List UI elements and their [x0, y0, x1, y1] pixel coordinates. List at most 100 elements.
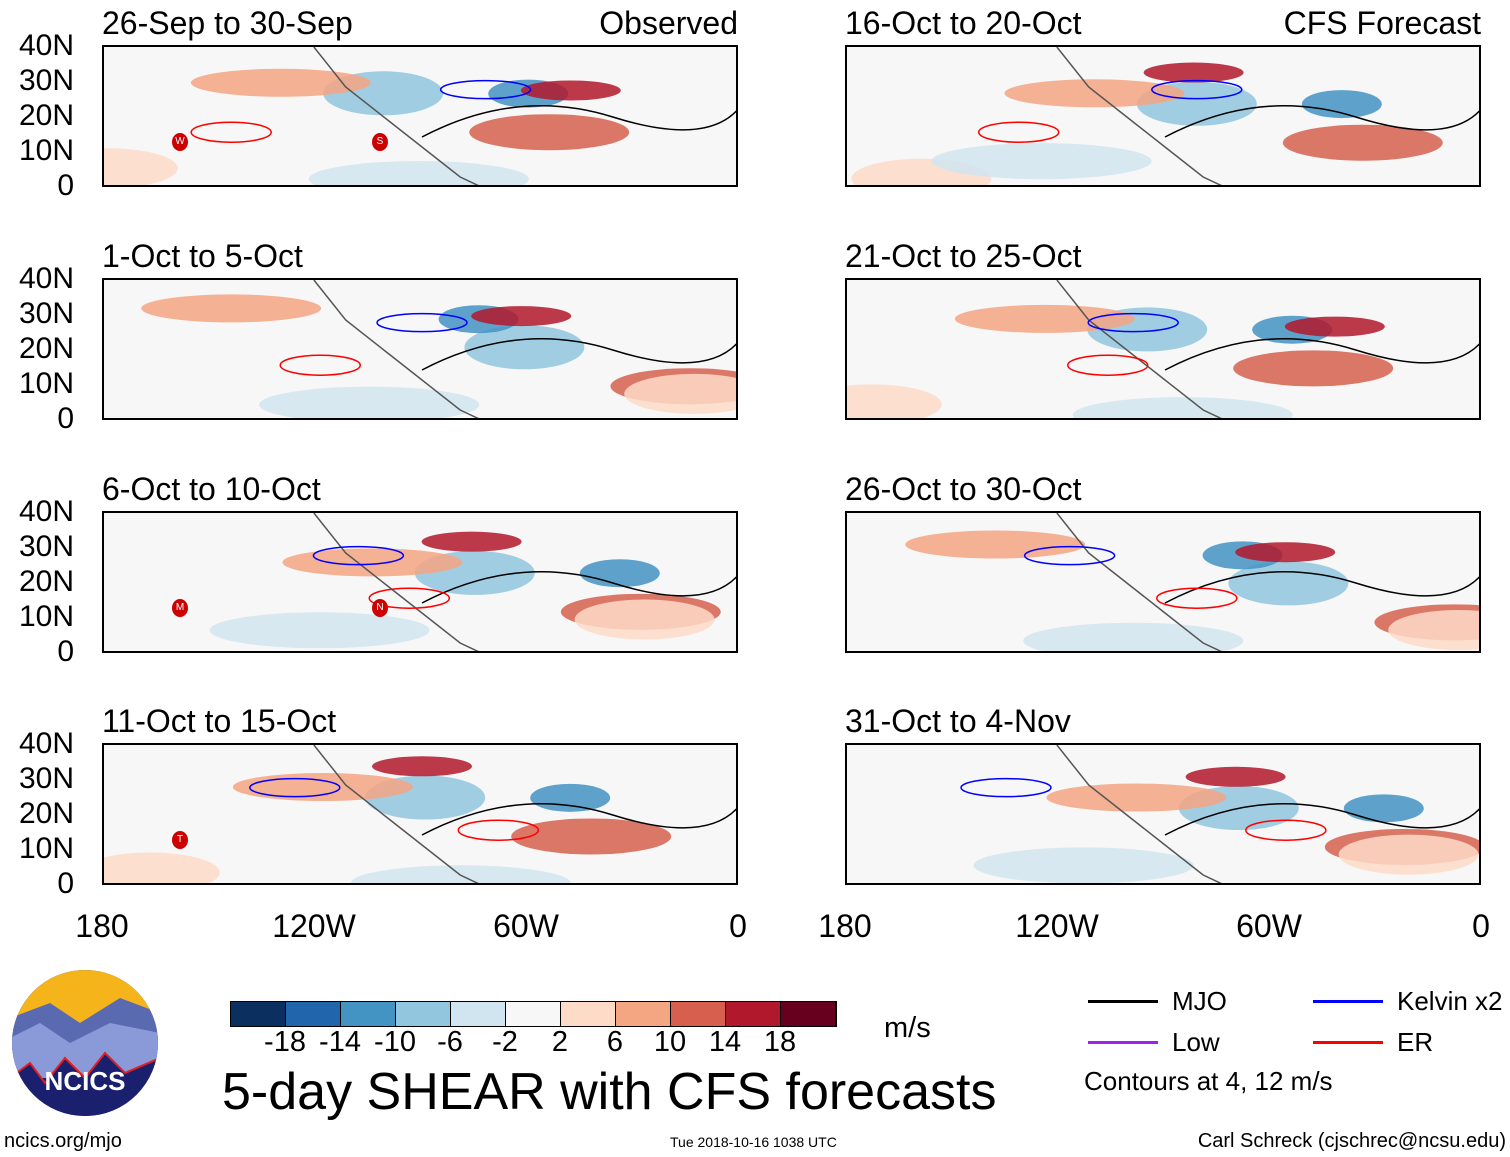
contour-mjo	[1164, 803, 1479, 836]
shear-shading	[282, 548, 463, 577]
lon-label: 180	[75, 908, 129, 944]
contour-er	[977, 121, 1060, 143]
shear-shading	[624, 373, 736, 414]
lat-label: 40N	[18, 262, 74, 295]
colorbar-swatch	[561, 1002, 616, 1026]
footer-timestamp: Tue 2018-10-16 1038 UTC	[670, 1134, 837, 1150]
map-panel	[845, 511, 1481, 653]
legend-label: ER	[1397, 1027, 1434, 1057]
lat-label: 40N	[18, 495, 74, 528]
shear-shading	[1235, 542, 1336, 563]
contour-er	[457, 819, 540, 841]
storm-marker: S	[372, 133, 388, 151]
lat-label: 30N	[18, 530, 74, 563]
lon-label: 120W	[272, 908, 356, 944]
shear-shading	[954, 304, 1135, 333]
shear-shading	[104, 852, 220, 883]
panel-title: 16-Oct to 20-Oct	[845, 5, 1082, 41]
lon-label: 60W	[493, 908, 559, 944]
shear-shading	[141, 294, 322, 323]
contour-er	[1156, 587, 1238, 609]
contour-kelvin	[960, 777, 1052, 798]
shear-shading	[847, 384, 942, 418]
shear-shading	[511, 818, 672, 855]
shear-shading	[308, 161, 529, 185]
colorbar-label: -6	[437, 1026, 463, 1058]
panel-title: 21-Oct to 25-Oct	[845, 238, 1082, 274]
shear-shading	[1343, 794, 1424, 823]
shear-shading	[1072, 397, 1293, 418]
colorbar-swatch	[781, 1002, 836, 1026]
shear-shading	[1046, 783, 1227, 812]
legend-line-icon	[1088, 1000, 1158, 1003]
colorbar-swatch	[726, 1002, 781, 1026]
lat-label: 10N	[18, 134, 74, 167]
colorbar	[230, 1001, 837, 1027]
map-panel	[845, 45, 1481, 187]
contour-er	[190, 121, 272, 143]
colorbar-label: 14	[708, 1026, 742, 1058]
map-panel	[845, 743, 1481, 885]
contour-kelvin	[1087, 312, 1179, 333]
shear-shading	[1338, 834, 1479, 875]
panel-title: 26-Sep to 30-Sep	[102, 5, 353, 41]
shear-shading	[973, 847, 1194, 883]
shear-shading	[350, 865, 571, 883]
lat-label: 40N	[18, 727, 74, 760]
lat-label: 30N	[18, 297, 74, 330]
panel-title: 26-Oct to 30-Oct	[845, 471, 1082, 507]
shear-shading	[574, 599, 715, 640]
footer-url[interactable]: ncics.org/mjo	[4, 1130, 122, 1152]
lat-label: 10N	[18, 600, 74, 633]
shear-shading	[1301, 90, 1382, 119]
panel-title: 31-Oct to 4-Nov	[845, 703, 1071, 739]
shear-shading	[1228, 561, 1349, 606]
legend-item: ER	[1313, 1027, 1433, 1058]
contour-mjo	[421, 571, 736, 604]
lat-label: 30N	[18, 762, 74, 795]
coastline	[313, 47, 479, 185]
storm-marker: T	[172, 831, 188, 849]
colorbar-swatch	[231, 1002, 286, 1026]
colorbar-label: -10	[374, 1026, 416, 1058]
shear-shading	[1004, 79, 1185, 108]
lon-label: 180	[818, 908, 872, 944]
shear-shading	[520, 80, 621, 101]
colorbar-swatch	[286, 1002, 341, 1026]
map-panel	[102, 45, 738, 187]
shear-shading	[259, 386, 480, 418]
colorbar-units: m/s	[884, 1012, 931, 1044]
contour-mjo	[1164, 571, 1479, 604]
colorbar-label: 18	[763, 1026, 797, 1058]
contour-mjo	[421, 803, 736, 836]
legend-label: MJO	[1172, 986, 1227, 1016]
legend-label: Kelvin x2	[1397, 986, 1503, 1016]
legend-item: Low	[1088, 1027, 1220, 1058]
logo-text: NCICS	[44, 1066, 126, 1096]
lat-label: 10N	[18, 832, 74, 865]
panel-title: 11-Oct to 15-Oct	[102, 703, 337, 739]
shear-shading	[1023, 622, 1244, 651]
lat-label: 20N	[18, 797, 74, 830]
contour-mjo	[1164, 105, 1479, 138]
panel-title: 1-Oct to 5-Oct	[102, 238, 303, 274]
lon-label: 120W	[1015, 908, 1099, 944]
coastline	[1056, 280, 1222, 418]
panel-label: CFS Forecast	[1283, 5, 1481, 41]
panel-title: 6-Oct to 10-Oct	[102, 471, 321, 507]
coastline	[313, 745, 479, 883]
shear-shading	[190, 68, 371, 97]
contour-er	[368, 587, 451, 609]
colorbar-label: -18	[264, 1026, 306, 1058]
ncics-logo: NCICS	[10, 968, 160, 1118]
colorbar-label: -2	[492, 1026, 518, 1058]
shear-shading	[1284, 316, 1385, 337]
shear-shading	[469, 114, 630, 151]
storm-marker: W	[172, 133, 188, 151]
lat-label: 20N	[18, 332, 74, 365]
contour-mjo	[421, 105, 736, 138]
legend-item: Kelvin x2	[1313, 986, 1503, 1017]
contour-kelvin	[439, 79, 532, 100]
lat-label: 0	[57, 635, 74, 668]
shear-shading	[421, 531, 522, 552]
